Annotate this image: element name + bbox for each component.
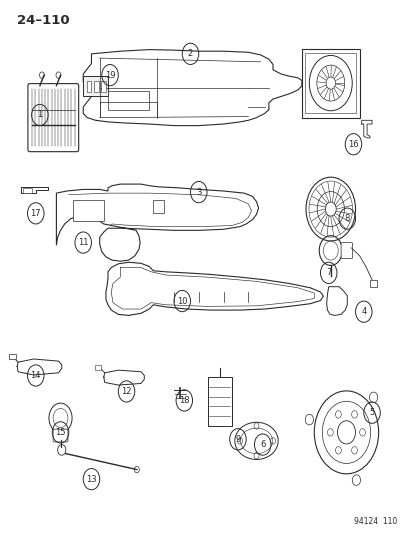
- FancyBboxPatch shape: [86, 82, 91, 92]
- Text: 1: 1: [37, 110, 43, 119]
- Text: 15: 15: [55, 428, 66, 437]
- FancyBboxPatch shape: [83, 76, 108, 96]
- FancyBboxPatch shape: [28, 84, 78, 152]
- FancyBboxPatch shape: [304, 53, 356, 114]
- Text: 6: 6: [259, 440, 265, 449]
- FancyBboxPatch shape: [108, 91, 149, 110]
- Text: 16: 16: [347, 140, 358, 149]
- FancyBboxPatch shape: [207, 377, 231, 426]
- Text: 10: 10: [177, 296, 187, 305]
- Text: 9: 9: [235, 435, 240, 444]
- FancyBboxPatch shape: [9, 354, 17, 359]
- FancyBboxPatch shape: [95, 365, 101, 370]
- Text: 19: 19: [104, 70, 115, 79]
- Text: 5: 5: [368, 408, 374, 417]
- Text: 17: 17: [31, 209, 41, 218]
- FancyBboxPatch shape: [301, 49, 359, 118]
- Text: 14: 14: [31, 371, 41, 380]
- FancyBboxPatch shape: [101, 82, 106, 92]
- FancyBboxPatch shape: [153, 200, 163, 213]
- Text: 3: 3: [196, 188, 201, 197]
- Text: 24–110: 24–110: [17, 14, 70, 27]
- Text: 18: 18: [178, 396, 189, 405]
- FancyBboxPatch shape: [94, 82, 99, 92]
- Text: 13: 13: [86, 475, 97, 483]
- Text: 8: 8: [344, 214, 349, 223]
- Text: 94124  110: 94124 110: [353, 517, 396, 526]
- Text: 4: 4: [360, 307, 366, 316]
- FancyBboxPatch shape: [23, 188, 31, 193]
- FancyBboxPatch shape: [369, 280, 377, 287]
- FancyBboxPatch shape: [73, 200, 104, 221]
- Text: 11: 11: [78, 238, 88, 247]
- FancyBboxPatch shape: [53, 429, 68, 442]
- Text: 12: 12: [121, 387, 131, 396]
- Text: 2: 2: [188, 50, 192, 58]
- FancyBboxPatch shape: [340, 243, 352, 259]
- Text: 7: 7: [325, 269, 331, 277]
